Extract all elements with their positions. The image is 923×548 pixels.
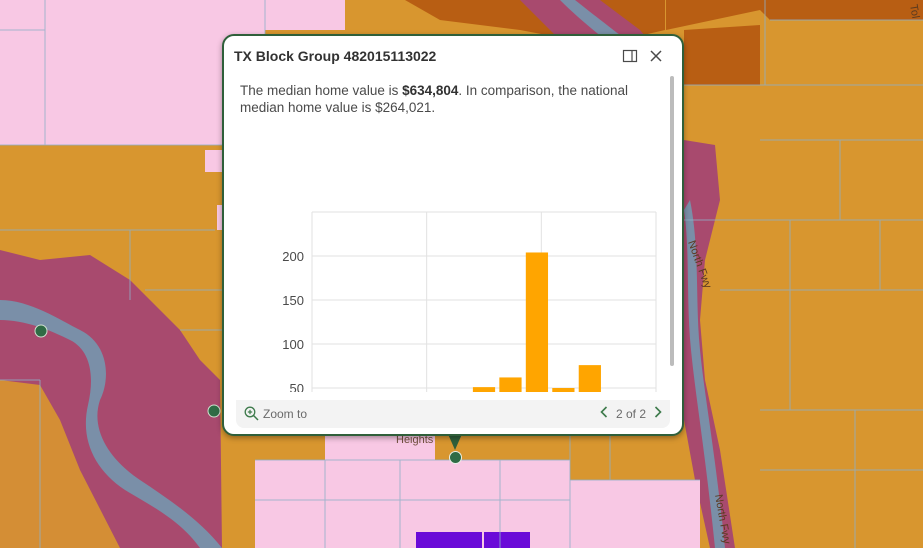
map-parcel: [484, 532, 530, 548]
popup-content[interactable]: The median home value is $634,804. In co…: [236, 80, 668, 392]
popup-description: The median home value is $634,804. In co…: [240, 82, 660, 116]
close-icon: [650, 50, 662, 62]
chart-bar: [578, 365, 601, 392]
chart-bar: [499, 377, 522, 392]
chevron-left-icon: [600, 406, 608, 418]
map-parcel: [325, 436, 435, 460]
map-parcel: [217, 205, 225, 230]
map-parcel: [0, 30, 45, 145]
chart-bar: [525, 252, 549, 392]
map-parcel: [255, 460, 570, 548]
map-label-tol: Tol: [907, 3, 921, 19]
description-prefix: The median home value is: [240, 83, 403, 98]
popup-pointer: [448, 434, 462, 450]
zoom-to-button[interactable]: Zoom to: [244, 406, 307, 421]
map-point-marker: [34, 324, 48, 338]
dock-icon: [622, 49, 638, 63]
chart-bar: [472, 387, 496, 392]
map-parcel: [265, 0, 345, 30]
zoom-in-icon: [244, 406, 259, 421]
map-parcel: [416, 532, 482, 548]
dock-button[interactable]: [620, 46, 640, 66]
map-parcel: [570, 480, 700, 548]
next-feature-button[interactable]: [654, 406, 662, 421]
y-tick-label: 100: [282, 337, 304, 352]
river: [684, 200, 725, 548]
selected-feature-marker[interactable]: [449, 451, 462, 464]
y-tick-label: 200: [282, 249, 304, 264]
popup-pager: 2 of 2: [600, 406, 662, 421]
description-suffix: . In comparison, the national median hom…: [240, 83, 629, 115]
map-parcel: [205, 150, 223, 172]
zoom-to-label: Zoom to: [263, 406, 308, 421]
map-parcel: [684, 25, 760, 85]
map-parcel: [0, 380, 120, 548]
page-indicator: 2 of 2: [615, 406, 646, 421]
popup-header: TX Block Group 482015113022: [234, 48, 672, 70]
chevron-right-icon: [654, 406, 662, 418]
map-parcel: [0, 0, 45, 30]
popup-footer: Zoom to 2 of 2: [236, 400, 670, 428]
feature-popup: TX Block Group 482015113022 The median h…: [222, 34, 684, 436]
y-tick-label: 50: [290, 381, 304, 392]
popup-title: TX Block Group 482015113022: [234, 48, 437, 64]
map-parcel: [666, 0, 923, 30]
popup-scrollbar[interactable]: [670, 76, 674, 366]
map-parcel: [45, 0, 265, 145]
close-button[interactable]: [646, 46, 666, 66]
y-tick-label: 150: [282, 293, 304, 308]
median-home-value: $634,804: [402, 83, 459, 98]
chart-bar: [552, 388, 575, 392]
map-point-marker: [207, 404, 221, 418]
map-label-heights: Heights: [396, 434, 434, 446]
previous-feature-button[interactable]: [600, 406, 608, 421]
home-value-chart: 50 100 150 200: [282, 211, 657, 392]
map-parcel: [684, 140, 735, 548]
